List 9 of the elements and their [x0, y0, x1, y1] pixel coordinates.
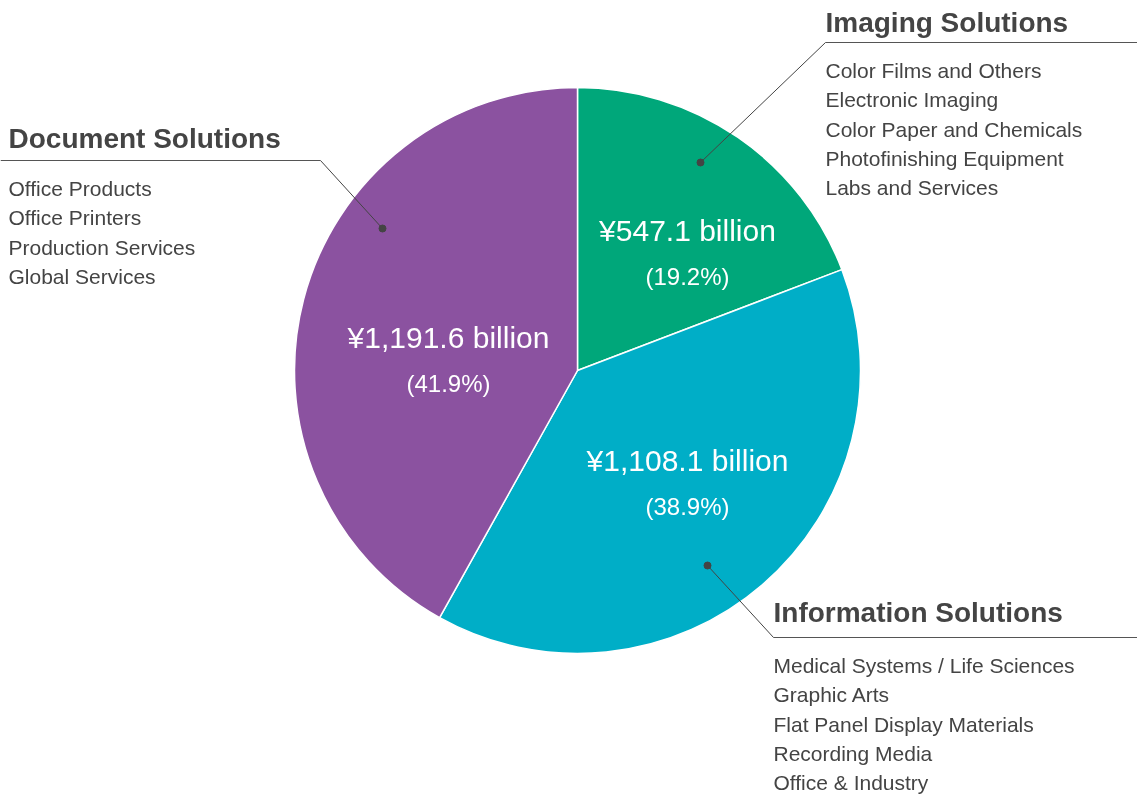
slice-label: Imaging Solutions — [825, 7, 1069, 38]
data-label: ¥1,191.6 billion (41.9%) — [346, 321, 550, 397]
text: Medical Systems / Life Sciences Graphic Arts Flat Panel Display Materials Recording Media Office & Industry — [773, 654, 1075, 795]
slice-label: Information Solutions — [773, 597, 1063, 628]
data-label: ¥547.1 billion (19.2%) — [598, 214, 776, 290]
text: Color Films and Others Electronic Imaging Color Paper and Chemicals Photofinishing Equipment Labs and Services — [825, 59, 1083, 200]
text: Office Products Office Printers Production Services Global Services — [8, 177, 196, 288]
data-label: ¥1,108.1 billion (38.9%) — [585, 444, 789, 520]
slice-label: Document Solutions — [8, 123, 281, 154]
